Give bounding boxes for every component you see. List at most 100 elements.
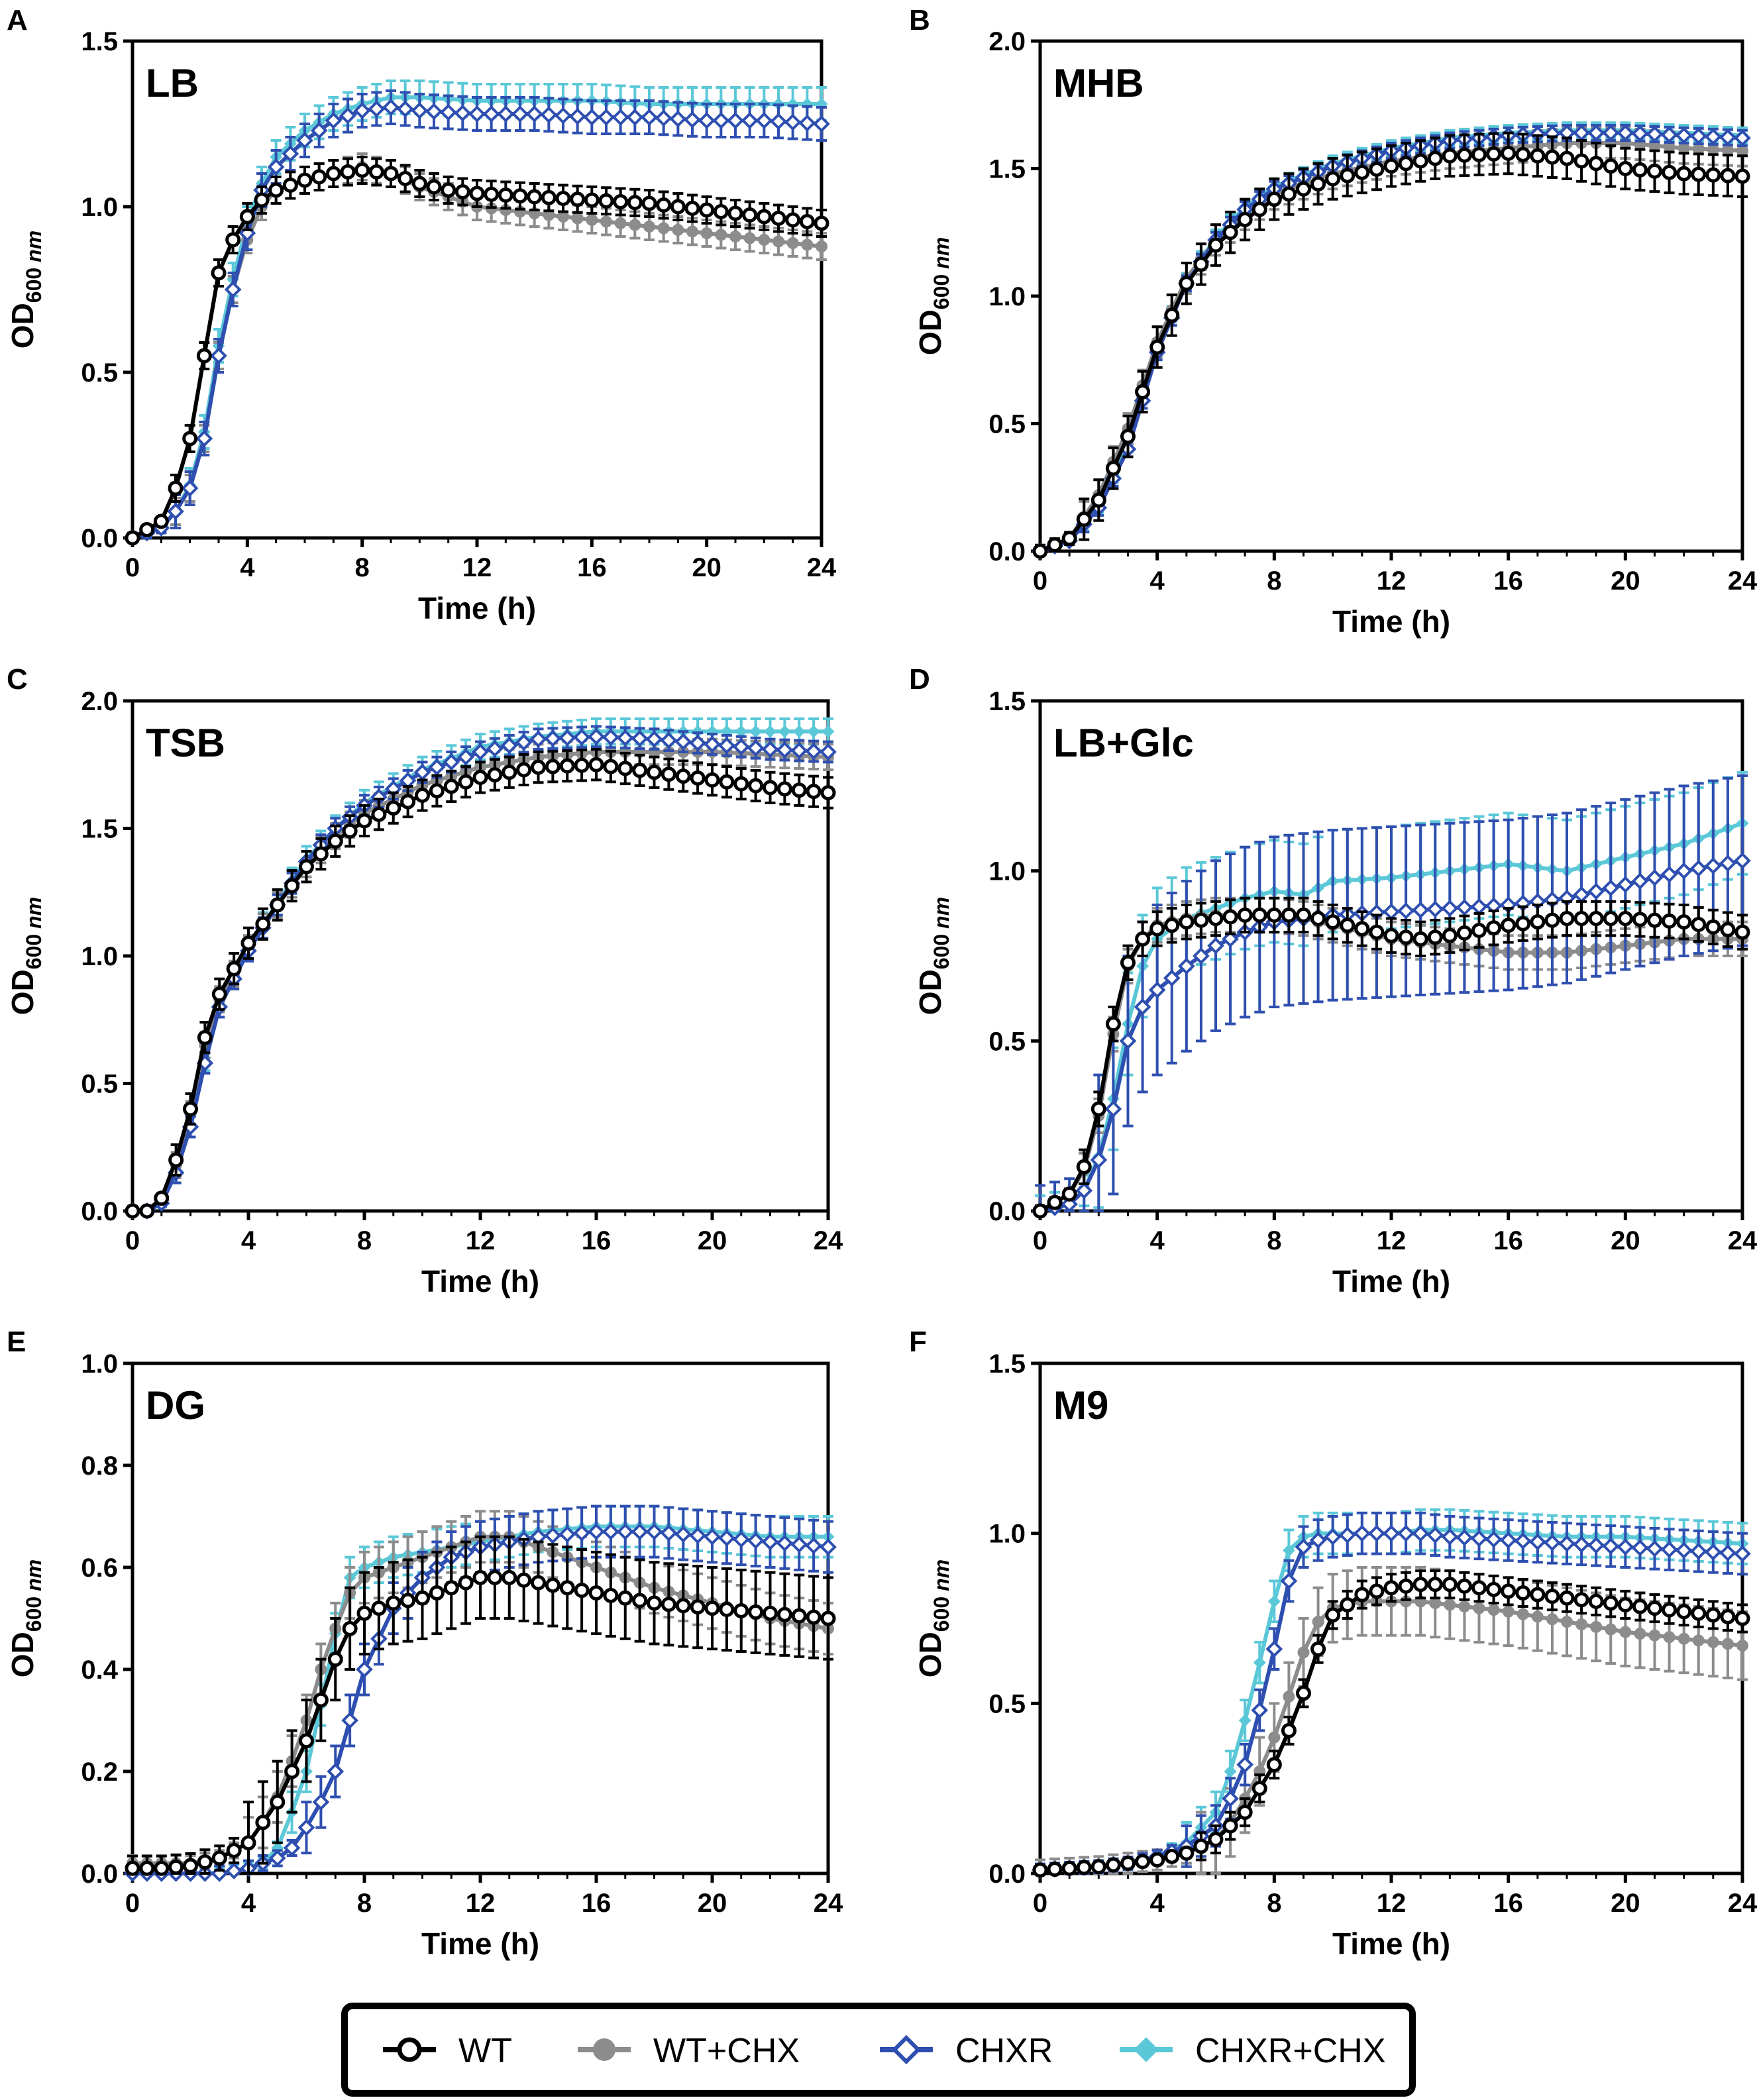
panel-b-ylabel-unit: nm — [930, 237, 953, 269]
panel-a-point-chxr — [598, 109, 615, 126]
panel-a-point-wt — [641, 195, 657, 211]
panel-c-ytick-label-2.0: 2.0 — [81, 687, 118, 716]
panel-d-point-chxr — [1119, 1032, 1137, 1050]
panel-a-point-wtchx — [629, 219, 641, 231]
panel-f-point-chxrchx — [1238, 1714, 1251, 1727]
panel-c-point-wt — [458, 774, 474, 790]
panel-b-ylabel: OD600 nm — [913, 237, 953, 355]
panel-e-point-wt — [472, 1569, 488, 1585]
panel-b-point-wt — [1193, 256, 1209, 272]
panel-c-point-chxr — [457, 748, 474, 766]
panel-e-point-chxr — [732, 1530, 750, 1548]
panel-b-point-wt — [1135, 384, 1151, 399]
panel-a-point-wtchx — [715, 229, 727, 241]
panel-c-ylabel-main: OD — [5, 969, 40, 1015]
panel-c-point-chxrchx — [792, 725, 806, 738]
panel-e-point-chxr — [283, 1839, 301, 1857]
panel-c-point-chxrchx — [807, 725, 820, 738]
panel-c-point-wt — [559, 758, 575, 774]
panel-c-point-chxr — [529, 730, 547, 748]
panel-a-point-wt — [484, 186, 500, 202]
panel-f-xlabel: Time (h) — [1332, 1926, 1450, 1961]
panel-c-point-chxr — [645, 730, 663, 748]
panel-f-point-chxr — [1354, 1524, 1371, 1542]
panel-d-point-chxr — [1587, 882, 1605, 900]
panel-d-point-wt — [1603, 911, 1619, 927]
panel-d-point-wt — [1251, 907, 1267, 923]
panel-f-point-wtchx — [1487, 1604, 1500, 1616]
panel-d-point-chxr — [1631, 872, 1649, 890]
panel-d-point-chxr — [1705, 857, 1722, 874]
panel-a-point-wt — [411, 176, 427, 191]
panel-f-xtick-label-20: 20 — [1611, 1889, 1640, 1918]
panel-f-point-chxr — [1705, 1544, 1722, 1561]
panel-b-point-wt — [1427, 150, 1443, 166]
panel-a-point-wt — [656, 197, 672, 213]
panel-b-point-chxr — [1646, 125, 1664, 143]
panel-e-point-wt — [733, 1602, 749, 1618]
panel-f-point-chxr — [1383, 1524, 1400, 1542]
panel-c-point-wt — [820, 785, 836, 801]
panel-a: A 0 4 8 12 16 20 24 0.0 0.5 1.0 1.5 Time (h) OD600 nm L… — [5, 4, 837, 625]
panel-c-point-wt — [371, 806, 387, 822]
panel-a-point-chxr — [482, 105, 500, 123]
panel-b-xlabel: Time (h) — [1332, 604, 1450, 639]
panel-f-point-chxr — [1689, 1542, 1707, 1560]
panel-d-ylabel-unit: nm — [930, 897, 953, 929]
panel-a-point-wt — [684, 201, 700, 216]
panel-e-point-wt — [197, 1854, 213, 1870]
panel-a-point-wt — [182, 431, 198, 446]
panel-f-point-wtchx — [1473, 1602, 1485, 1614]
panel-c-point-wt — [429, 783, 445, 799]
panel-e: E 0 4 8 12 16 20 24 0.0 0.2 0.4 0.6 0.8 1.0 Time (h) OD… — [5, 1326, 843, 1961]
panel-a-point-wt — [756, 209, 772, 225]
panel-c-point-chxrchx — [822, 725, 835, 738]
panel-b-point-chxr — [1734, 129, 1751, 147]
panel-b-point-wtchx — [1721, 144, 1734, 156]
panel-e-point-wt — [168, 1859, 184, 1875]
panel-d-point-wt — [1501, 918, 1517, 933]
panel-f-point-chxr — [1734, 1545, 1751, 1563]
panel-f-point-chxrchx — [1224, 1765, 1237, 1778]
panel-a-point-chxr — [612, 109, 629, 126]
panel-c-xtick-label-0: 0 — [125, 1226, 140, 1255]
panel-b-xtick-label-0: 0 — [1033, 566, 1047, 596]
panel-a-point-wt — [282, 178, 298, 193]
panel-c-ylabel: OD600 nm — [5, 897, 46, 1015]
panel-c-xtick-label-20: 20 — [698, 1226, 727, 1255]
panel-a-point-chxr — [568, 107, 586, 125]
panel-a-point-wtchx — [586, 214, 598, 226]
panel-d-point-wt — [1705, 919, 1721, 935]
panel-a-point-wt — [196, 348, 212, 364]
panel-b-point-wt — [1691, 166, 1707, 182]
panel-c-point-wt — [502, 764, 517, 780]
panel-c-point-wt — [284, 878, 300, 894]
panel-d-xtick-label-8: 8 — [1267, 1226, 1281, 1255]
panel-c-point-chxr — [805, 743, 822, 760]
panel-c-point-wt — [661, 766, 676, 782]
panel-d-point-wt — [1208, 911, 1224, 927]
panel-d-series-chxr — [1032, 774, 1751, 1220]
panel-d-point-wt — [1544, 912, 1560, 928]
panel-b-point-wt — [1662, 164, 1677, 180]
panel-c-point-chxr — [500, 737, 518, 755]
panel-f-letter: F — [909, 1326, 927, 1358]
panel-b-line-chxr — [1039, 131, 1743, 553]
panel-a-xtick-label-24: 24 — [807, 553, 837, 582]
panel-b-point-wt — [1617, 161, 1633, 176]
panel-a-xtick-label-0: 0 — [125, 553, 140, 582]
panel-d-point-chxr — [1075, 1182, 1093, 1200]
panel-a-point-wt — [727, 205, 743, 221]
panel-d-point-wt — [1296, 907, 1311, 923]
panel-e-point-wt — [386, 1595, 401, 1611]
panel-e-point-wt — [487, 1569, 503, 1585]
panel-c-point-wt — [240, 935, 256, 951]
panel-c-point-chxrchx — [749, 725, 763, 738]
panel-a-point-chxr — [712, 112, 730, 129]
panel-c-point-chxr — [486, 740, 504, 758]
panel-c-point-wt — [211, 986, 227, 1002]
panel-e-point-chxr — [602, 1523, 619, 1540]
panel-e-point-chxr — [631, 1523, 649, 1540]
panel-d-point-wt — [1369, 924, 1385, 940]
panel-f-point-chxr — [1529, 1533, 1546, 1551]
